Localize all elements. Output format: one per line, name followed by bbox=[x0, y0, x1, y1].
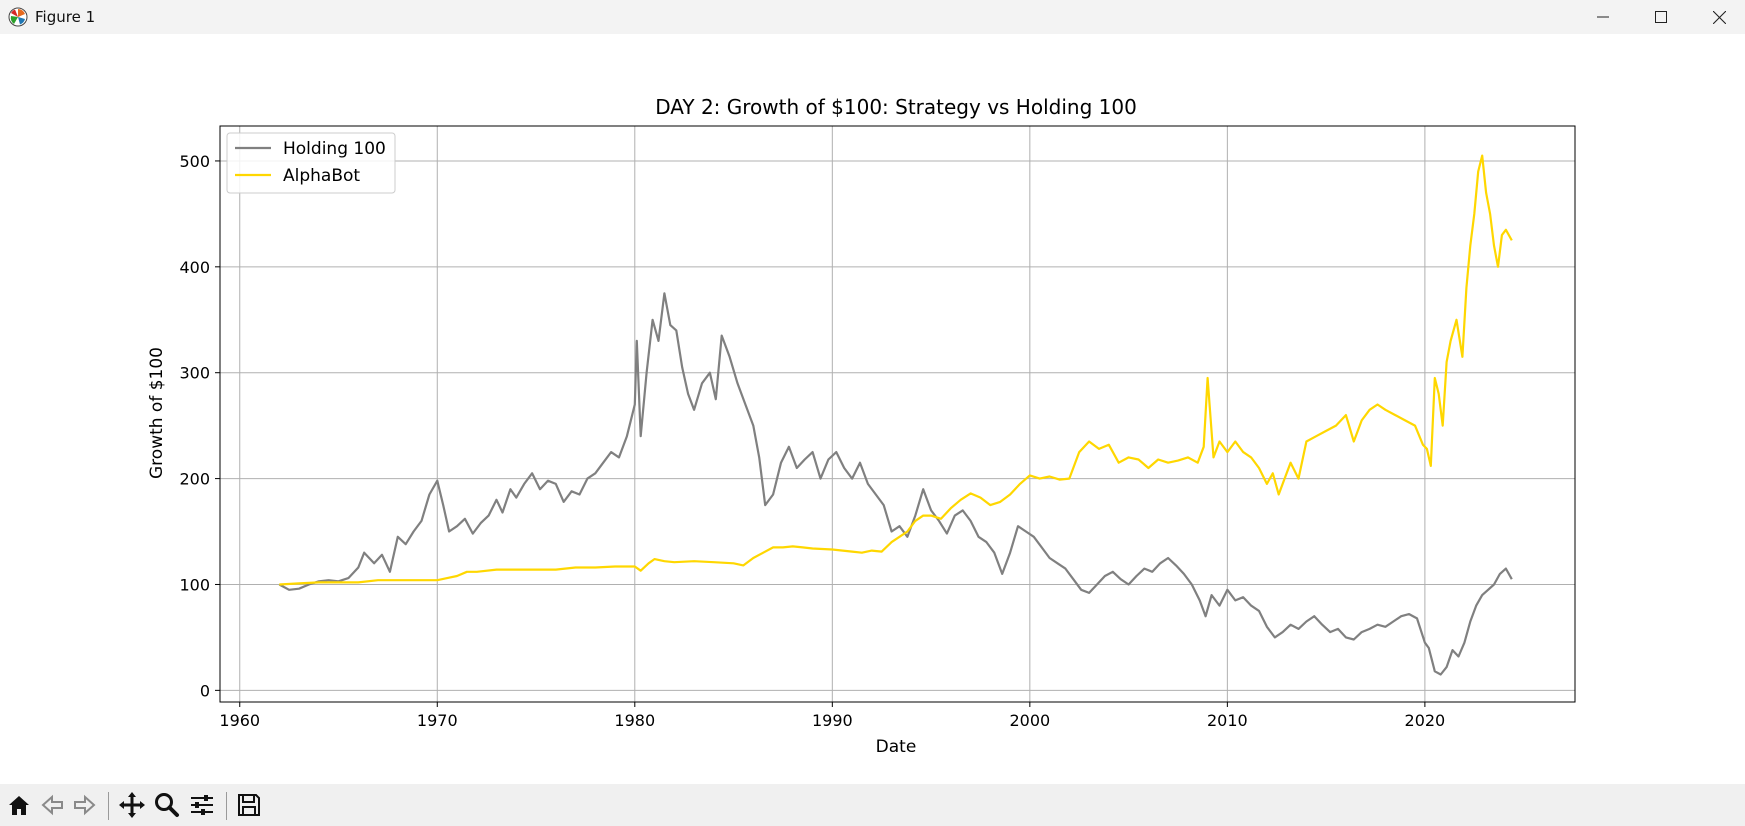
maximize-icon bbox=[1655, 11, 1667, 23]
home-icon bbox=[9, 796, 29, 815]
maximize-button[interactable] bbox=[1632, 0, 1690, 34]
x-tick-label: 2020 bbox=[1405, 711, 1446, 730]
x-tick-label: 2010 bbox=[1207, 711, 1248, 730]
y-axis-label: Growth of $100 bbox=[147, 347, 167, 479]
configure-subplots-button[interactable] bbox=[186, 789, 218, 821]
zoom-icon bbox=[155, 793, 179, 817]
y-tick-label: 0 bbox=[200, 681, 210, 700]
save-icon bbox=[238, 794, 260, 816]
chart-title: DAY 2: Growth of $100: Strategy vs Holdi… bbox=[655, 95, 1137, 119]
save-button[interactable] bbox=[233, 789, 265, 821]
line-chart: 1960 1970 1980 1990 2000 2010 2020 0 100 200 300 40… bbox=[147, 95, 1576, 757]
x-tick-label: 2000 bbox=[1009, 711, 1050, 730]
legend-holding-label: Holding 100 bbox=[283, 139, 386, 159]
y-tick-label: 200 bbox=[179, 470, 210, 489]
matplotlib-logo-icon bbox=[8, 7, 28, 27]
back-button[interactable] bbox=[36, 789, 68, 821]
x-axis-label: Date bbox=[876, 737, 917, 757]
plot-frame bbox=[219, 125, 1576, 703]
figure-canvas: 1960 1970 1980 1990 2000 2010 2020 0 100 200 300 40… bbox=[0, 34, 1745, 784]
pan-button[interactable] bbox=[116, 789, 148, 821]
window-title: Figure 1 bbox=[35, 8, 96, 26]
legend-alphabot-label: AlphaBot bbox=[283, 166, 360, 186]
alphabot-line bbox=[279, 154, 1513, 586]
holding-100-line bbox=[278, 292, 1513, 676]
window-titlebar: Figure 1 bbox=[0, 0, 1745, 34]
y-tick-label: 300 bbox=[179, 364, 210, 383]
navigation-toolbar bbox=[0, 784, 1745, 826]
zoom-button[interactable] bbox=[151, 789, 183, 821]
minimize-button[interactable] bbox=[1574, 0, 1632, 34]
minimize-icon bbox=[1597, 16, 1609, 18]
x-tick-label: 1980 bbox=[614, 711, 655, 730]
toolbar-separator bbox=[108, 792, 109, 820]
toolbar-separator bbox=[226, 792, 227, 820]
y-tick-label: 500 bbox=[179, 152, 210, 171]
forward-button[interactable] bbox=[69, 789, 101, 821]
close-icon bbox=[1712, 10, 1726, 24]
forward-icon bbox=[74, 794, 96, 816]
close-button[interactable] bbox=[1690, 0, 1745, 34]
x-tick-label: 1990 bbox=[812, 711, 853, 730]
y-tick-label: 400 bbox=[179, 258, 210, 277]
x-tick-label: 1960 bbox=[219, 711, 260, 730]
legend: Holding 100 AlphaBot bbox=[226, 132, 396, 194]
x-tick-label: 1970 bbox=[417, 711, 458, 730]
configure-subplots-icon bbox=[191, 795, 213, 815]
y-tick-label: 100 bbox=[179, 575, 210, 594]
home-button[interactable] bbox=[3, 789, 35, 821]
pan-icon bbox=[119, 792, 145, 818]
back-icon bbox=[41, 794, 63, 816]
